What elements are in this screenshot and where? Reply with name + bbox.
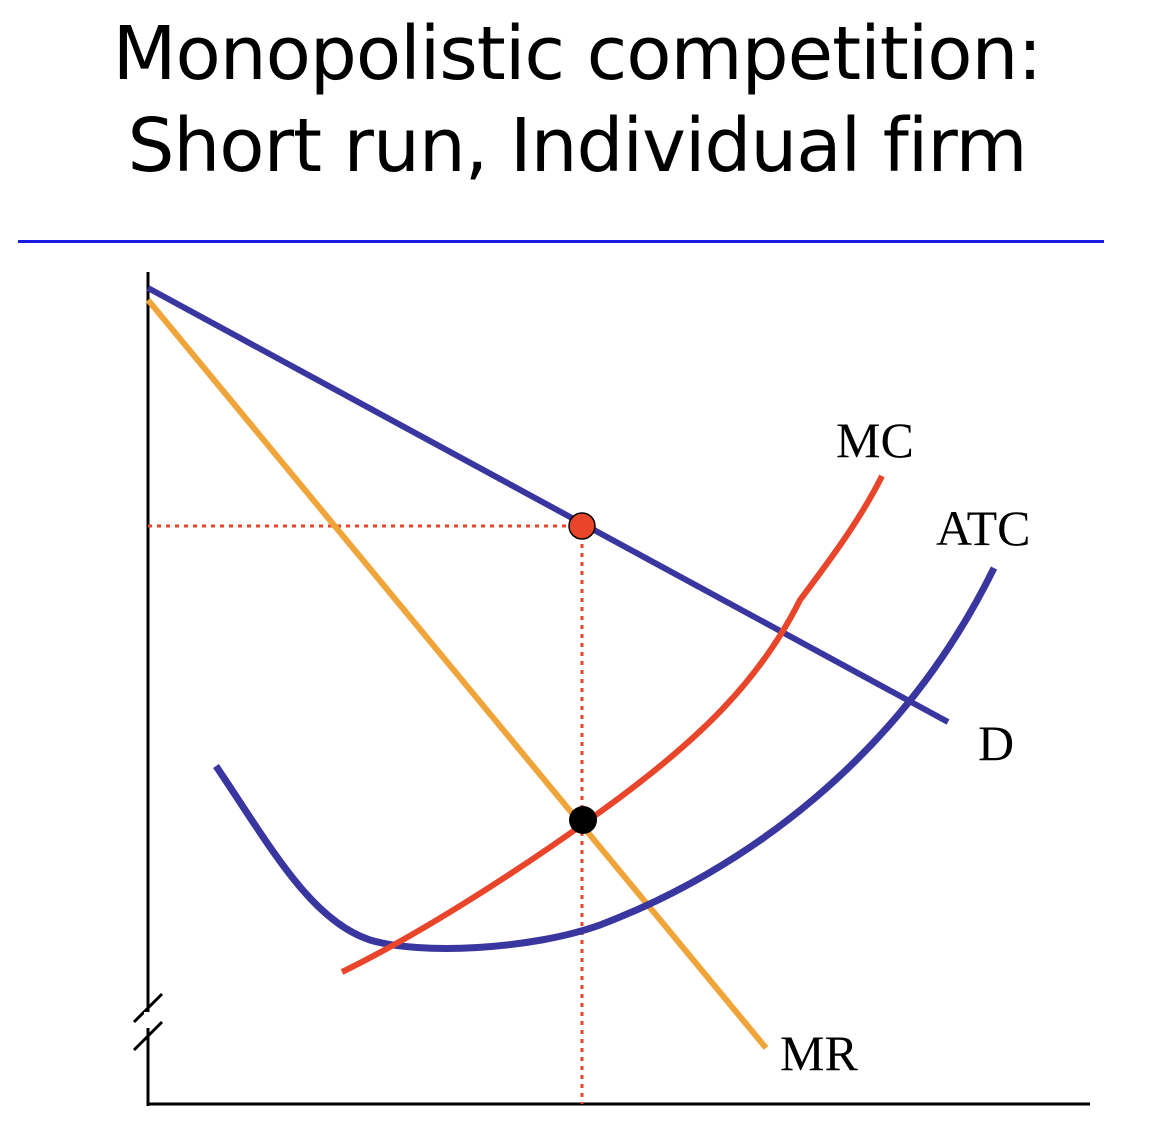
mr-curve [145,298,769,1050]
atc-label: ATC [936,500,1030,556]
axis-break-mark-lower [132,1020,164,1052]
price-point [568,512,596,540]
mc-curve [340,474,885,975]
axis-break-mark-upper [132,992,164,1024]
title-block: Monopolistic competition: Short run, Ind… [0,8,1154,192]
mr-label: MR [780,1025,858,1081]
mr-mc-intersection-point [569,806,597,834]
atc-curve [213,566,998,952]
demand-label: D [978,715,1014,771]
title-underline [18,240,1104,243]
demand-curve [146,285,950,725]
title-line-1: Monopolistic competition: [112,11,1043,97]
axis-break-gap [144,1012,152,1028]
title-line-2: Short run, Individual firm [127,103,1027,189]
mc-label: MC [836,412,914,468]
